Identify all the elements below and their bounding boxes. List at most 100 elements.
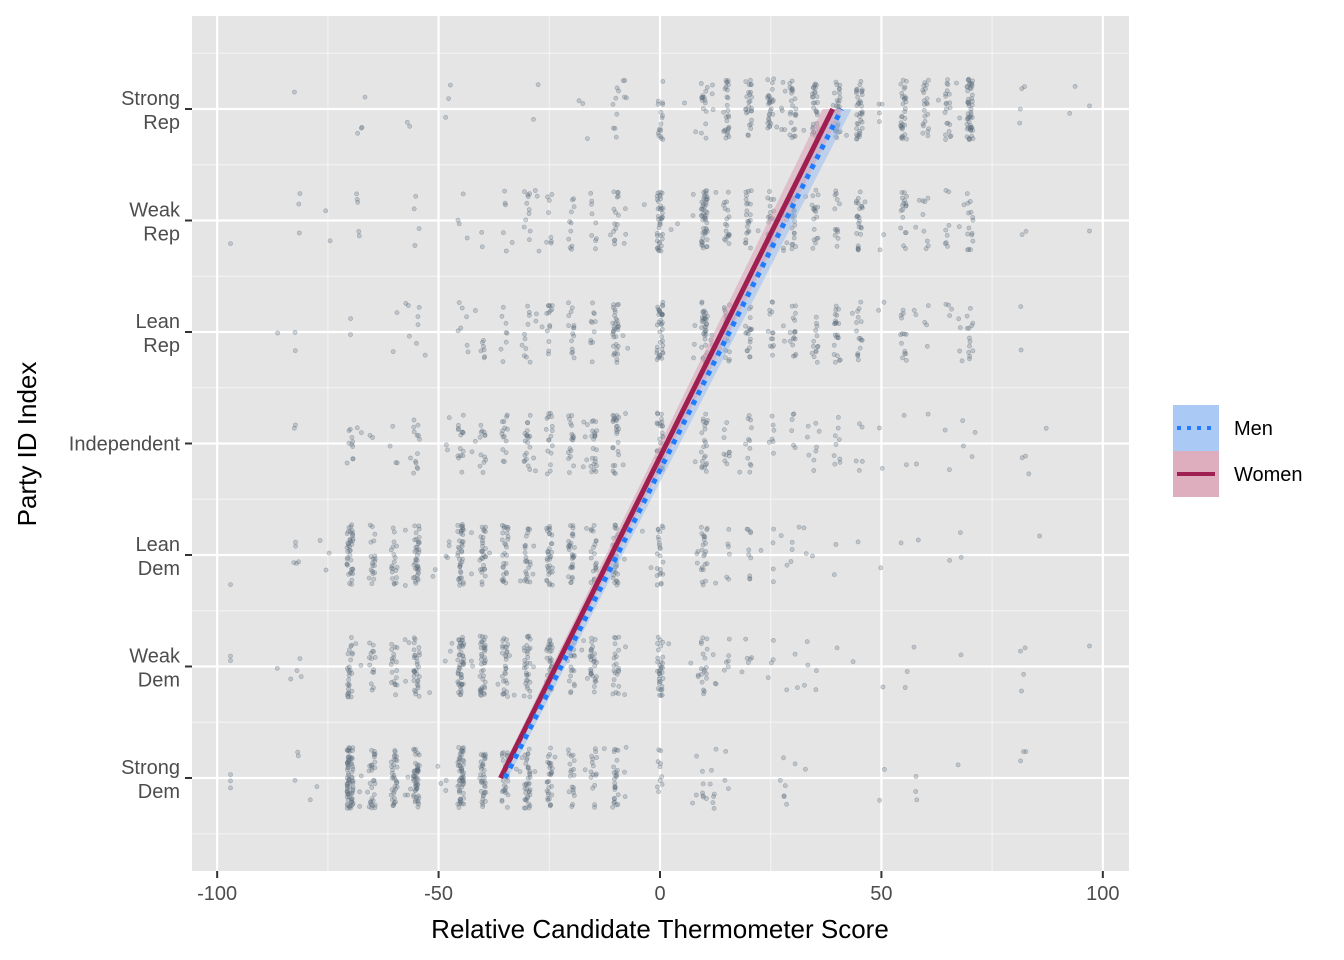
scatter-point — [503, 671, 508, 677]
scatter-point — [700, 309, 706, 315]
scatter-point — [228, 582, 233, 587]
scatter-point — [657, 529, 663, 535]
scatter-point — [943, 132, 948, 138]
scatter-point — [523, 555, 529, 560]
scatter-point — [415, 679, 421, 684]
scatter-point — [525, 440, 530, 445]
scatter-point — [526, 309, 532, 315]
scatter-point — [344, 561, 350, 567]
scatter-point — [765, 675, 771, 681]
scatter-point — [921, 123, 926, 129]
scatter-point — [704, 525, 710, 531]
scatter-point — [956, 224, 962, 230]
scatter-point — [698, 639, 704, 645]
scatter-point — [658, 665, 664, 671]
x-axis-title: Relative Candidate Thermometer Score — [431, 914, 889, 944]
scatter-point — [591, 659, 597, 665]
y-tick-label: Strong Rep — [121, 88, 180, 134]
scatter-point — [570, 531, 576, 537]
scatter-point — [368, 567, 374, 573]
scatter-point — [523, 790, 529, 796]
scatter-point — [904, 357, 909, 363]
scatter-point — [621, 240, 627, 246]
scatter-point — [483, 457, 489, 463]
scatter-point — [815, 344, 821, 350]
scatter-point — [500, 564, 506, 570]
scatter-point — [459, 643, 465, 648]
scatter-point — [571, 772, 577, 778]
scatter-point — [348, 524, 354, 530]
scatter-point — [771, 526, 776, 532]
scatter-point — [613, 341, 619, 347]
scatter-point — [458, 671, 464, 677]
scatter-point — [412, 243, 418, 248]
scatter-point — [292, 329, 298, 335]
scatter-point — [725, 541, 731, 547]
scatter-point — [411, 778, 417, 784]
scatter-point — [701, 553, 707, 559]
scatter-point — [803, 766, 808, 772]
scatter-point — [366, 768, 372, 774]
scatter-point — [393, 675, 399, 680]
scatter-point — [346, 777, 352, 783]
scatter-point — [522, 662, 528, 667]
scatter-point — [500, 458, 506, 464]
scatter-point — [291, 89, 297, 95]
scatter-point — [547, 649, 553, 655]
scatter-point — [549, 192, 555, 197]
scatter-point — [655, 759, 661, 765]
scatter-point — [408, 786, 413, 792]
scatter-point — [655, 213, 661, 219]
scatter-point — [459, 541, 465, 547]
scatter-point — [456, 668, 461, 673]
scatter-point — [614, 222, 620, 227]
scatter-point — [570, 554, 576, 560]
scatter-point — [371, 792, 377, 797]
scatter-point — [457, 787, 463, 793]
scatter-point — [526, 646, 532, 652]
scatter-point — [855, 94, 861, 100]
scatter-point — [350, 802, 355, 807]
scatter-point — [613, 769, 619, 775]
y-tick-label-line: Strong — [121, 757, 180, 779]
scatter-point — [413, 536, 419, 542]
scatter-point — [461, 770, 466, 776]
scatter-point — [503, 666, 509, 671]
scatter-point — [767, 203, 773, 209]
scatter-point — [832, 311, 838, 317]
scatter-point — [947, 558, 952, 563]
scatter-point — [459, 801, 465, 806]
scatter-point — [483, 524, 488, 530]
scatter-point — [593, 220, 599, 226]
scatter-point — [591, 545, 596, 550]
scatter-point — [371, 649, 376, 655]
scatter-point — [346, 748, 351, 754]
scatter-point — [349, 435, 355, 440]
scatter-point — [411, 640, 417, 646]
scatter-point — [781, 323, 786, 329]
scatter-point — [588, 668, 594, 674]
scatter-point — [539, 324, 545, 330]
scatter-point — [666, 641, 672, 647]
scatter-point — [854, 86, 860, 92]
scatter-point — [571, 652, 577, 658]
scatter-point — [406, 333, 412, 339]
y-axis-title: Party ID Index — [12, 362, 42, 527]
scatter-point — [368, 539, 374, 545]
scatter-point — [623, 644, 628, 650]
scatter-point — [833, 542, 839, 547]
scatter-point — [611, 655, 617, 661]
scatter-point — [392, 783, 398, 789]
scatter-point — [411, 746, 417, 752]
scatter-point — [970, 92, 975, 98]
scatter-point — [699, 206, 705, 212]
scatter-point — [622, 556, 627, 562]
scatter-point — [414, 545, 420, 550]
scatter-point — [610, 575, 616, 581]
scatter-point — [831, 453, 837, 459]
scatter-point — [571, 668, 577, 674]
scatter-point — [526, 781, 531, 787]
scatter-point — [416, 763, 422, 768]
scatter-point — [297, 191, 303, 196]
scatter-point — [347, 552, 353, 558]
